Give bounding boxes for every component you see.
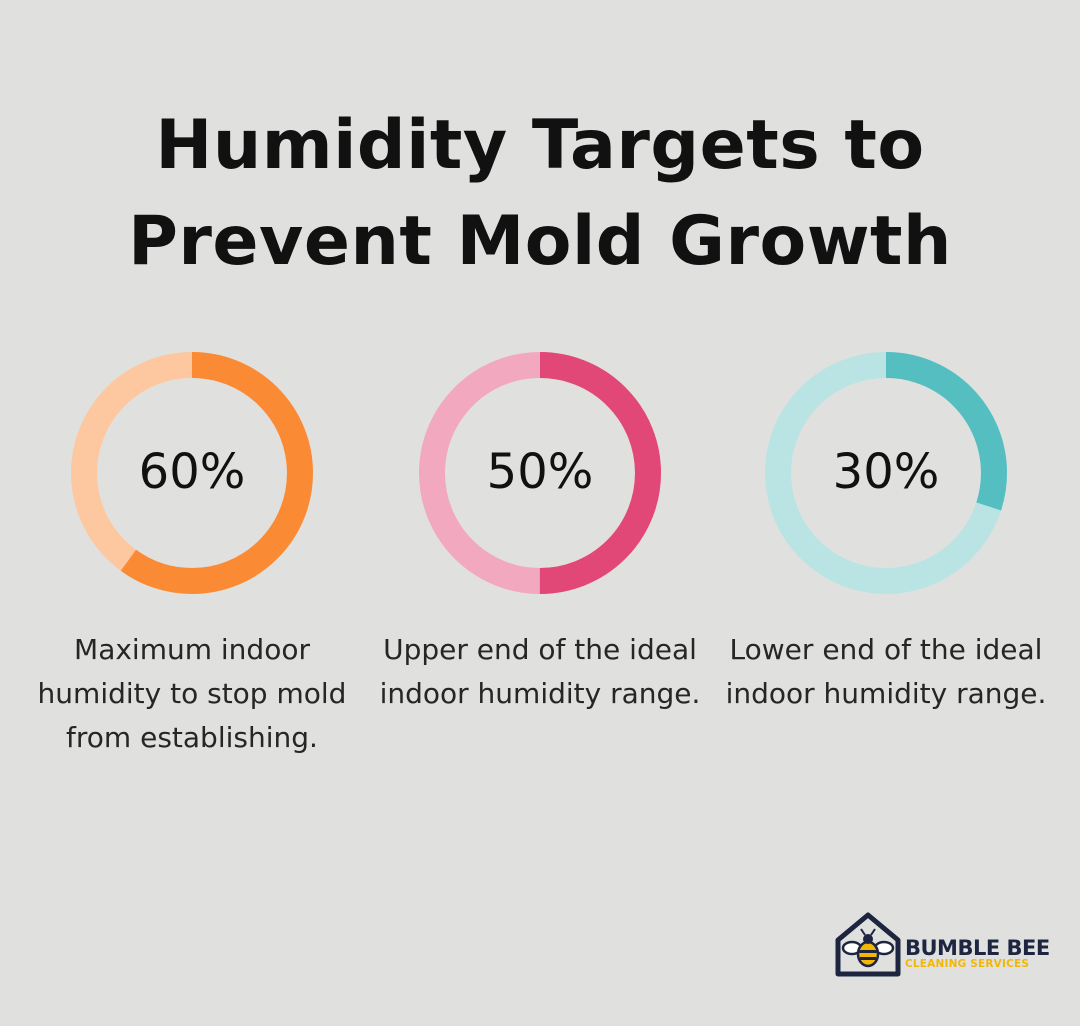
stat-value-2: 50% [486, 444, 594, 500]
brand-logo: BUMBLE BEE CLEANING SERVICES [832, 910, 1050, 980]
stat-card-2: 50% Upper end of the ideal indoor humidi… [375, 352, 705, 716]
stat-description-3: Lower end of the ideal indoor humidity r… [725, 633, 1047, 710]
donut-chart-1 [71, 352, 313, 594]
stat-description-2: Upper end of the ideal indoor humidity r… [379, 633, 701, 710]
title-line-1: Humidity Targets to [155, 106, 925, 185]
stat-value-1: 60% [138, 444, 246, 500]
bee-house-icon [835, 912, 901, 977]
brand-subtitle: CLEANING SERVICES [905, 958, 1030, 970]
donut-arc-1 [71, 352, 313, 594]
stat-value-3: 30% [832, 444, 940, 500]
donut-chart-2 [419, 352, 661, 594]
page-title: Humidity Targets to Prevent Mold Growth [0, 98, 1080, 290]
stat-description-1: Maximum indoor humidity to stop mold fro… [37, 633, 347, 754]
donut-arc-2 [419, 352, 661, 594]
donut-arc-3 [765, 352, 1007, 594]
stat-card-1: 60% Maximum indoor humidity to stop mold… [27, 352, 357, 760]
brand-name: BUMBLE BEE [905, 936, 1050, 960]
stat-card-3: 30% Lower end of the ideal indoor humidi… [721, 352, 1051, 716]
donut-chart-3 [765, 352, 1007, 594]
title-line-2: Prevent Mold Growth [128, 202, 952, 281]
